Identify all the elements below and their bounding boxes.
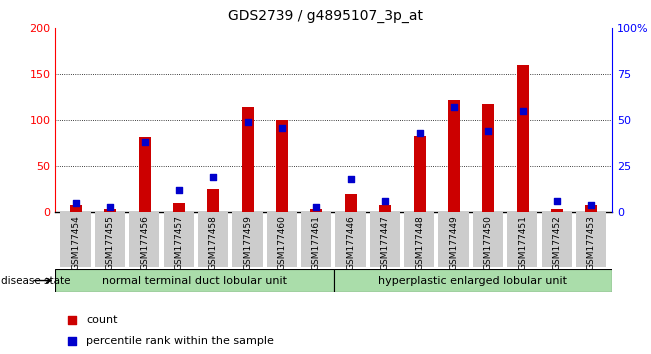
Text: GSM177457: GSM177457 xyxy=(174,215,184,270)
Bar xyxy=(70,205,82,212)
Point xyxy=(552,199,562,204)
Point xyxy=(71,200,81,206)
Bar xyxy=(311,209,322,212)
FancyBboxPatch shape xyxy=(404,212,434,267)
Point xyxy=(208,175,219,180)
Text: GSM177449: GSM177449 xyxy=(449,215,458,270)
Point xyxy=(414,130,424,136)
Text: GSM177452: GSM177452 xyxy=(553,215,561,270)
Bar xyxy=(482,104,494,212)
Text: GSM177456: GSM177456 xyxy=(140,215,149,270)
Text: GSM177459: GSM177459 xyxy=(243,215,252,270)
Point xyxy=(586,202,596,208)
Bar xyxy=(208,189,219,212)
Point xyxy=(346,176,356,182)
Point xyxy=(243,119,253,125)
FancyBboxPatch shape xyxy=(61,212,90,267)
FancyBboxPatch shape xyxy=(267,212,297,267)
Text: GSM177454: GSM177454 xyxy=(72,215,81,270)
Text: GSM177461: GSM177461 xyxy=(312,215,321,270)
Text: GSM177453: GSM177453 xyxy=(587,215,596,270)
FancyBboxPatch shape xyxy=(542,212,572,267)
FancyBboxPatch shape xyxy=(129,212,159,267)
Bar xyxy=(242,107,254,212)
Point xyxy=(277,125,287,131)
FancyBboxPatch shape xyxy=(335,212,366,267)
Text: GSM177447: GSM177447 xyxy=(381,215,390,270)
Bar xyxy=(448,100,460,212)
Point xyxy=(105,204,115,210)
FancyBboxPatch shape xyxy=(576,212,606,267)
Bar xyxy=(104,209,117,212)
Point xyxy=(480,241,491,247)
Bar xyxy=(413,136,426,212)
Bar xyxy=(345,194,357,212)
FancyBboxPatch shape xyxy=(507,212,537,267)
Text: GSM177460: GSM177460 xyxy=(277,215,286,270)
Bar xyxy=(276,120,288,212)
Bar xyxy=(173,203,185,212)
FancyBboxPatch shape xyxy=(301,212,331,267)
Text: GSM177448: GSM177448 xyxy=(415,215,424,270)
Bar xyxy=(379,205,391,212)
Point xyxy=(518,108,528,114)
Text: count: count xyxy=(86,315,117,325)
Point xyxy=(380,199,391,204)
Text: GSM177446: GSM177446 xyxy=(346,215,355,270)
FancyBboxPatch shape xyxy=(438,212,469,267)
FancyBboxPatch shape xyxy=(333,269,612,292)
Text: GDS2739 / g4895107_3p_at: GDS2739 / g4895107_3p_at xyxy=(228,9,423,23)
FancyBboxPatch shape xyxy=(198,212,228,267)
Bar xyxy=(517,65,529,212)
Point xyxy=(139,139,150,145)
Text: hyperplastic enlarged lobular unit: hyperplastic enlarged lobular unit xyxy=(378,275,567,286)
Text: GSM177451: GSM177451 xyxy=(518,215,527,270)
FancyBboxPatch shape xyxy=(55,269,333,292)
Text: disease state: disease state xyxy=(1,276,71,286)
Point xyxy=(483,129,493,134)
FancyBboxPatch shape xyxy=(232,212,262,267)
Text: percentile rank within the sample: percentile rank within the sample xyxy=(86,336,274,346)
Bar xyxy=(551,209,563,212)
FancyBboxPatch shape xyxy=(163,212,194,267)
Bar xyxy=(139,137,150,212)
Bar xyxy=(585,205,598,212)
FancyBboxPatch shape xyxy=(95,212,125,267)
Point xyxy=(311,204,322,210)
Point xyxy=(174,188,184,193)
Point xyxy=(449,105,459,110)
Text: GSM177455: GSM177455 xyxy=(106,215,115,270)
Point xyxy=(480,48,491,54)
Text: GSM177450: GSM177450 xyxy=(484,215,493,270)
FancyBboxPatch shape xyxy=(370,212,400,267)
Text: normal terminal duct lobular unit: normal terminal duct lobular unit xyxy=(102,275,287,286)
Text: GSM177458: GSM177458 xyxy=(209,215,218,270)
FancyBboxPatch shape xyxy=(473,212,503,267)
